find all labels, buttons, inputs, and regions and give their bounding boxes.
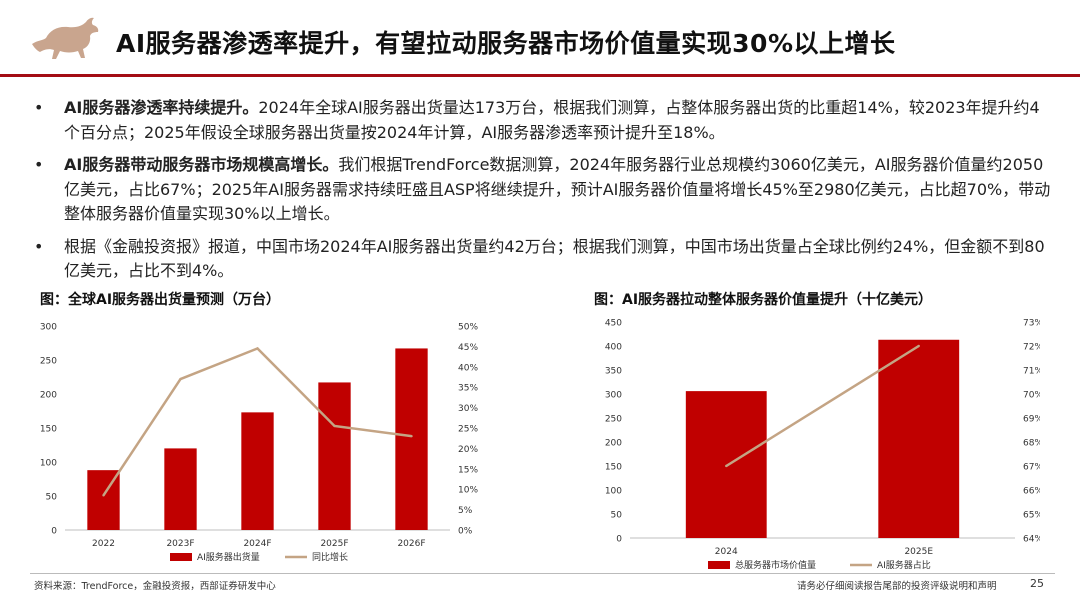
y-tick-left: 100	[605, 487, 622, 497]
x-tick-label: 2023F	[166, 539, 194, 549]
x-tick-label: 2024F	[243, 539, 271, 549]
y-tick-right: 0%	[458, 527, 473, 537]
y-tick-left: 300	[605, 391, 622, 401]
y-tick-right: 71%	[1023, 367, 1040, 377]
line-point	[333, 424, 336, 428]
legend-label-bar: 总服务器市场价值量	[735, 559, 816, 570]
bar	[241, 412, 274, 530]
y-tick-left: 0	[51, 527, 57, 537]
y-tick-right: 15%	[458, 465, 478, 475]
bullet-lead: AI服务器带动服务器市场规模高增长。	[64, 155, 339, 174]
y-tick-right: 72%	[1023, 343, 1040, 353]
y-tick-left: 450	[605, 319, 622, 329]
page-number: 25	[1030, 577, 1044, 590]
bar	[395, 348, 428, 530]
y-tick-right: 30%	[458, 404, 478, 414]
y-tick-right: 25%	[458, 425, 478, 435]
y-tick-left: 150	[605, 463, 622, 473]
y-tick-right: 67%	[1023, 463, 1040, 473]
y-tick-left: 200	[605, 439, 622, 449]
y-tick-right: 66%	[1023, 487, 1040, 497]
footer-divider	[30, 573, 1055, 574]
legend-label-line: AI服务器占比	[877, 559, 931, 570]
y-tick-left: 350	[605, 367, 622, 377]
x-tick-label: 2022	[92, 539, 115, 549]
y-tick-right: 20%	[458, 445, 478, 455]
chart-shipments: 0 50 100 150 200 250 300 0% 5% 10% 15% 20% 25% 30% 35%…	[40, 323, 479, 564]
legend-swatch-bar	[708, 561, 730, 569]
y-tick-left: 50	[46, 493, 58, 503]
bullet-marker: •	[34, 236, 44, 256]
bullet-text: 根据《金融投资报》报道，中国市场2024年AI服务器出货量约42万台；根据我们测…	[64, 236, 1045, 281]
page-header: AI服务器渗透率提升，有望拉动服务器市场价值量实现30%以上增长	[0, 0, 1080, 84]
chart-title-value: 图：AI服务器拉动整体服务器价值量提升（十亿美元）	[594, 292, 933, 308]
y-tick-left: 150	[40, 425, 57, 435]
x-tick-label: 2025F	[320, 539, 348, 549]
y-tick-right: 69%	[1023, 415, 1040, 425]
legend-swatch-bar	[170, 553, 192, 561]
y-tick-right: 65%	[1023, 511, 1040, 521]
line-point	[179, 377, 182, 381]
bull-logo-icon	[32, 17, 99, 60]
y-tick-right: 10%	[458, 486, 478, 496]
line-point	[102, 494, 105, 497]
legend-label-bar: AI服务器出货量	[197, 551, 260, 563]
page-title: AI服务器渗透率提升，有望拉动服务器市场价值量实现30%以上增长	[116, 29, 896, 58]
bullet-lead: AI服务器渗透率持续提升。	[64, 98, 259, 117]
series-line	[725, 344, 920, 468]
y-tick-left: 0	[616, 535, 622, 545]
source-note: 资料来源：TrendForce，金融投资报，西部证券研发中心	[34, 581, 276, 592]
y-tick-left: 300	[40, 323, 57, 333]
y-tick-right: 70%	[1023, 391, 1040, 401]
bullet-list: • AI服务器渗透率持续提升。2024年全球AI服务器出货量达173万台，根据我…	[34, 96, 1054, 292]
bar	[878, 339, 960, 538]
y-tick-right: 40%	[458, 363, 478, 373]
y-tick-right: 73%	[1023, 319, 1040, 329]
line-point	[917, 344, 920, 348]
bullet-marker: •	[34, 98, 44, 117]
y-tick-left: 100	[40, 459, 57, 469]
y-tick-left: 200	[40, 391, 57, 401]
chart-value: 0 50 100 150 200 250 300 350 400 450 64% 65% 66% 67% 6…	[605, 319, 1040, 571]
y-tick-right: 50%	[458, 323, 478, 333]
y-tick-left: 400	[605, 343, 622, 353]
title-divider	[0, 74, 1080, 77]
bullet-marker: •	[34, 155, 44, 174]
bullet-item: • AI服务器渗透率持续提升。2024年全球AI服务器出货量达173万台，根据我…	[34, 96, 1054, 145]
y-tick-right: 5%	[458, 506, 473, 516]
y-tick-right: 68%	[1023, 439, 1040, 449]
bullet-item: • 根据《金融投资报》报道，中国市场2024年AI服务器出货量约42万台；根据我…	[34, 235, 1054, 284]
x-tick-label: 2025E	[904, 547, 933, 557]
line-point	[256, 347, 259, 350]
y-tick-left: 250	[605, 415, 622, 425]
bar	[164, 448, 197, 530]
bullet-text: 2024年全球AI服务器出货量达173万台，根据我们测算，占整体服务器出货的比重…	[64, 98, 1040, 142]
bullet-item: • AI服务器带动服务器市场规模高增长。我们根据TrendForce数据测算，2…	[34, 153, 1054, 227]
chart-title-shipments: 图：全球AI服务器出货量预测（万台）	[40, 292, 281, 308]
legend-label-line: 同比增长	[312, 551, 348, 563]
line-point	[410, 434, 413, 438]
y-tick-left: 50	[611, 511, 623, 521]
bar	[318, 382, 351, 530]
y-tick-right: 45%	[458, 343, 478, 353]
x-tick-label: 2024	[715, 547, 738, 557]
bullet-text: 我们根据TrendForce数据测算，2024年服务器行业总规模约3060亿美元…	[64, 155, 1051, 223]
y-tick-right: 64%	[1023, 535, 1040, 545]
line-point	[725, 464, 728, 468]
disclaimer-note: 请务必仔细阅读报告尾部的投资评级说明和声明	[797, 581, 997, 592]
x-tick-label: 2026F	[397, 539, 425, 549]
y-tick-right: 35%	[458, 384, 478, 394]
y-tick-left: 250	[40, 357, 57, 367]
